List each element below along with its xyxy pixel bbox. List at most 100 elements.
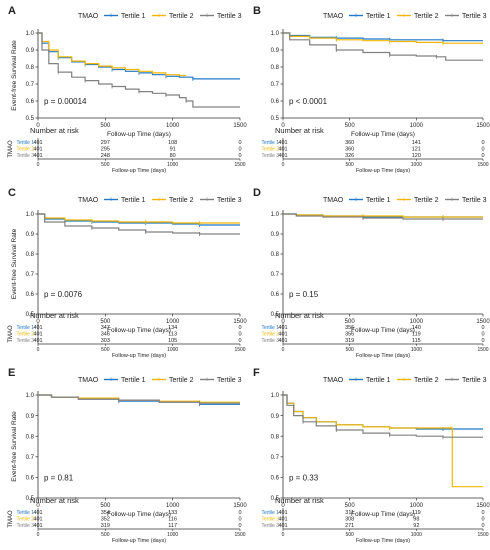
risk-row-label: Tertile 1 [16,510,34,516]
legend: TMAO + Tertile 1 + Tertile 2 + Tertile 3 [78,197,242,204]
risk-count: 116 [168,517,177,523]
legend-label: Tertile 1 [121,197,146,204]
y-tick-label: 0.8 [271,65,280,71]
x-tick-label: 500 [345,123,356,129]
y-tick-label: 0.6 [26,99,35,105]
y-axis-label: Event-free Survival Rate [11,40,18,111]
panel-f: F TMAO + Tertile 1 + Tertile 2 + Tertile 3 0.5 0.… [253,367,490,544]
risk-axis-label: TMAO [8,325,14,343]
risk-count: 119 [412,332,421,338]
y-tick-label: 0.5 [271,116,280,122]
panel-letter: A [8,5,16,17]
risk-table-title: Number at risk [275,126,324,135]
p-value-label: p = 0.0076 [44,290,83,299]
risk-row-label: Tertile 1 [261,325,279,331]
risk-x-axis-label: Follow-up Time (days) [112,168,166,174]
y-tick-label: 0.6 [271,99,280,105]
legend-label: Tertile 2 [169,13,194,20]
risk-count: 0 [481,510,484,516]
risk-row-label: Tertile 1 [16,140,34,146]
x-axis-label: Follow-up Time (days) [107,131,171,138]
legend-label: Tertile 1 [366,197,391,204]
risk-count: 0 [481,140,484,146]
risk-count: 119 [412,510,421,516]
y-tick-label: 0.7 [271,82,280,88]
legend-swatch-mark: + [109,377,113,384]
legend: TMAO + Tertile 1 + Tertile 2 + Tertile 3 [323,13,487,20]
risk-table-title: Number at risk [30,311,79,320]
risk-count: 0 [238,332,241,338]
risk-count: 0 [238,153,241,159]
y-tick-label: 0.5 [26,496,35,502]
legend-label: Tertile 2 [169,377,194,384]
risk-count: 0 [238,147,241,153]
risk-count: 80 [170,153,176,159]
legend-swatch-mark: + [402,377,406,384]
risk-row-label: Tertile 2 [261,332,279,338]
legend-title: TMAO [323,13,344,20]
risk-x-tick-label: 500 [345,532,354,538]
risk-count: 0 [481,517,484,523]
series-line-tertile-2 [38,213,240,224]
risk-count: 0 [481,338,484,344]
legend-swatch-mark: + [402,13,406,20]
risk-count: 347 [101,325,110,331]
y-tick-label: 0.5 [271,496,280,502]
legend-swatch-mark: + [157,13,161,20]
y-tick-label: 0.7 [26,272,35,278]
y-tick-label: 0.6 [271,292,280,298]
legend-label: Tertile 2 [414,377,439,384]
risk-x-axis-label: Follow-up Time (days) [356,538,410,544]
risk-count: 113 [168,332,177,338]
x-tick-label: 0 [281,503,285,509]
p-value-label: p < 0.0001 [289,97,328,106]
legend-label: Tertile 1 [121,13,146,20]
risk-count: 98 [413,517,419,523]
risk-x-tick-label: 0 [37,162,40,168]
risk-x-tick-label: 500 [345,162,354,168]
risk-x-tick-label: 1000 [411,532,422,538]
risk-x-tick-label: 500 [101,162,110,168]
legend: TMAO + Tertile 1 + Tertile 2 + Tertile 3 [78,377,242,384]
risk-count: 0 [481,332,484,338]
x-axis-label: Follow-up Time (days) [107,511,171,518]
x-tick-label: 1000 [410,123,424,129]
risk-row-label: Tertile 3 [16,338,34,344]
x-axis-label: Follow-up Time (days) [351,327,415,334]
series-line-tertile-1 [283,32,483,42]
y-tick-label: 0.8 [26,65,35,71]
y-axis-label: Event-free Survival Rate [11,411,18,482]
x-axis-label: Follow-up Time (days) [351,511,415,518]
panel-letter: D [253,187,261,199]
legend-label: Tertile 2 [414,197,439,204]
risk-count: 133 [168,510,177,516]
legend-label: Tertile 3 [462,13,487,20]
legend-label: Tertile 3 [462,197,487,204]
y-tick-label: 1.0 [26,212,35,218]
risk-count: 121 [412,147,421,153]
risk-x-tick-label: 1000 [167,162,178,168]
risk-count: 0 [481,325,484,331]
risk-row-label: Tertile 3 [16,523,34,529]
risk-count: 354 [101,510,110,516]
x-tick-label: 0 [36,319,40,325]
panel-e: E TMAO + Tertile 1 + Tertile 2 + Tertile 3 0.5 0.… [8,367,247,544]
legend-swatch-mark: + [354,197,358,204]
y-tick-label: 0.8 [26,252,35,258]
risk-table-title: Number at risk [275,311,324,320]
series-line-tertile-3 [283,394,483,438]
risk-x-tick-label: 1000 [167,532,178,538]
x-tick-label: 1000 [166,319,180,325]
legend-label: Tertile 3 [217,13,242,20]
risk-row-label: Tertile 2 [261,517,279,523]
legend-swatch-mark: + [157,197,161,204]
p-value-label: p = 0.15 [289,290,319,299]
legend-swatch-mark: + [450,197,454,204]
y-tick-label: 1.0 [271,212,280,218]
risk-table-title: Number at risk [275,496,324,505]
panel-d: D TMAO + Tertile 1 + Tertile 2 + Tertile 3 0.5 0.… [253,187,490,359]
y-tick-label: 0.6 [271,476,280,482]
y-tick-label: 0.9 [26,414,35,420]
